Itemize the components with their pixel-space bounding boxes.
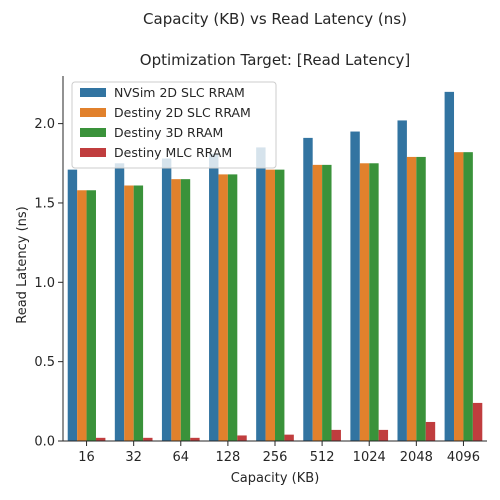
bar-series-0-category-3: [209, 153, 219, 441]
legend-swatch: [80, 88, 106, 97]
bar-series-0-category-0: [67, 169, 78, 441]
bar-series-2-category-4: [275, 169, 285, 441]
bar-series-2-category-0: [86, 190, 96, 441]
bar-series-0-category-8: [444, 91, 455, 442]
x-tick-label: 4096: [447, 450, 480, 465]
bar-series-2-category-1: [133, 185, 144, 441]
chart-suptitle: Capacity (KB) vs Read Latency (ns): [143, 10, 407, 28]
bar-series-2-category-7: [416, 156, 426, 441]
x-tick-label: 2048: [400, 450, 433, 465]
x-tick-label: 128: [215, 450, 240, 465]
y-tick-label: 0.0: [34, 435, 55, 450]
bars-layer: [67, 91, 483, 442]
y-tick-label: 1.0: [34, 276, 55, 291]
bar-series-0-category-7: [397, 120, 407, 442]
bar-series-2-category-5: [322, 164, 332, 441]
x-tick-label: 64: [173, 450, 190, 465]
bar-series-3-category-3: [237, 435, 247, 441]
bar-series-0-category-2: [161, 158, 172, 441]
bar-series-2-category-2: [180, 179, 191, 441]
bar-series-3-category-8: [472, 402, 483, 441]
bar-series-0-category-5: [303, 137, 313, 441]
bar-series-0-category-4: [256, 147, 266, 441]
bar-series-1-category-6: [359, 163, 370, 441]
y-tick-label: 0.5: [34, 355, 55, 370]
bar-series-3-category-4: [284, 434, 294, 441]
legend-swatch: [80, 148, 106, 157]
x-axis-title: Capacity (KB): [231, 471, 320, 486]
bar-series-3-category-5: [331, 429, 341, 441]
x-tick-label: 32: [125, 450, 142, 465]
x-tick-label: 512: [310, 450, 335, 465]
bar-series-1-category-2: [171, 179, 181, 441]
legend-label: Destiny 2D SLC RRAM: [114, 105, 251, 120]
bar-series-0-category-6: [350, 131, 360, 442]
bar-series-2-category-3: [227, 174, 238, 441]
legend-label: Destiny MLC RRAM: [114, 145, 232, 160]
legend-swatch: [80, 108, 106, 117]
y-axis-title: Read Latency (ns): [15, 206, 30, 323]
bar-series-1-category-3: [218, 174, 228, 441]
legend-swatch: [80, 128, 106, 137]
bar-series-3-category-1: [143, 437, 153, 441]
bar-series-0-category-1: [114, 163, 125, 441]
bar-series-1-category-1: [124, 185, 134, 441]
bar-series-1-category-8: [454, 152, 464, 442]
y-tick-label: 2.0: [34, 117, 55, 132]
y-tick-label: 1.5: [34, 196, 55, 211]
bar-series-2-category-8: [463, 152, 473, 442]
legend-label: NVSim 2D SLC RRAM: [114, 85, 245, 100]
legend-box: [71, 81, 277, 169]
bar-series-1-category-4: [265, 169, 275, 441]
bar-series-2-category-6: [369, 163, 379, 441]
x-tick-label: 256: [263, 450, 288, 465]
bar-series-3-category-0: [95, 437, 106, 441]
bar-series-1-category-7: [406, 156, 417, 441]
x-tick-label: 16: [78, 450, 95, 465]
legend: NVSim 2D SLC RRAM Destiny 2D SLC RRAM Dest…: [71, 81, 277, 169]
x-tick-label: 1024: [353, 450, 386, 465]
bar-series-1-category-5: [312, 164, 323, 441]
bar-series-3-category-7: [425, 421, 436, 441]
bar-series-1-category-0: [77, 190, 87, 441]
axes-layer: 0.0 0.5 1.0 1.5 2.0 16 32 64 128 256 512 1024 2048 40…: [34, 76, 487, 465]
bar-series-3-category-2: [190, 437, 200, 441]
bar-series-3-category-6: [378, 429, 389, 441]
legend-label: Destiny 3D RRAM: [114, 125, 223, 140]
chart-title: Optimization Target: [Read Latency]: [140, 51, 410, 69]
